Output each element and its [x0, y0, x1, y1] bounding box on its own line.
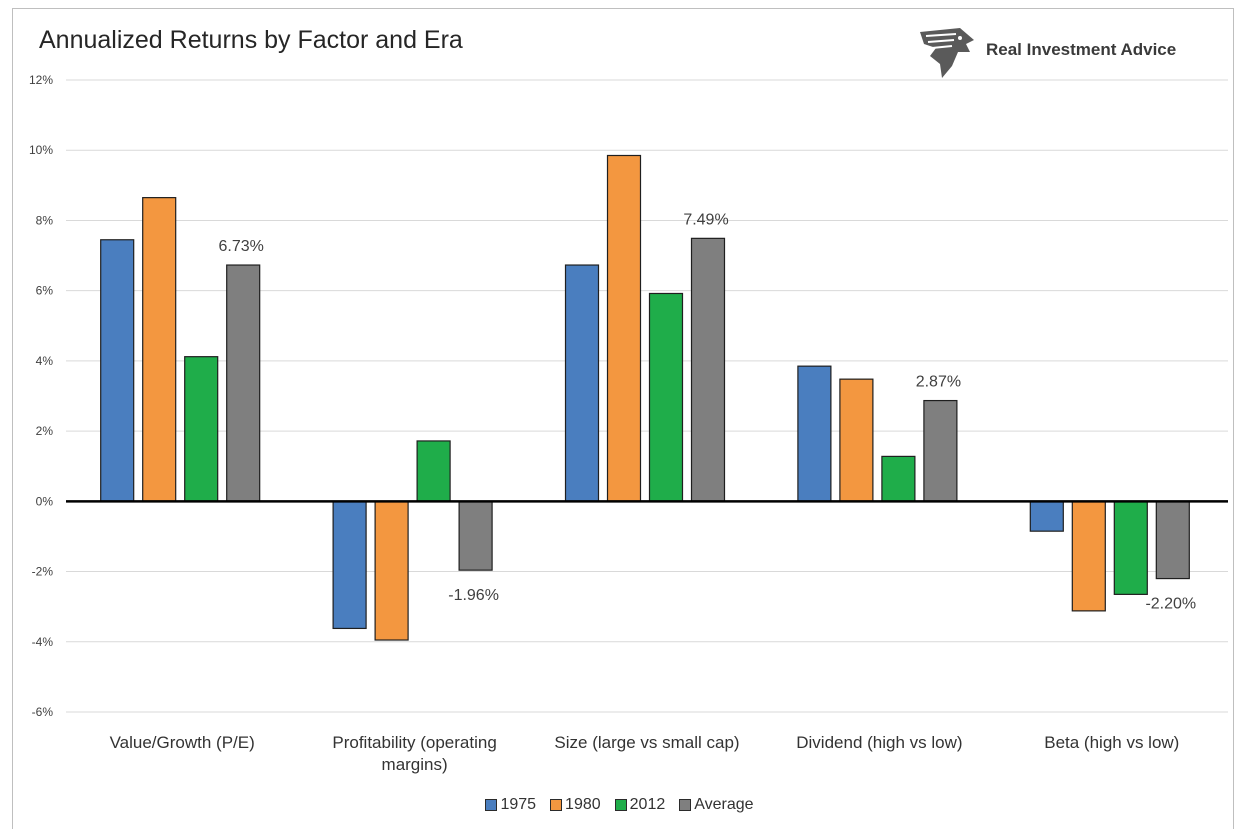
- chart-title: Annualized Returns by Factor and Era: [39, 26, 463, 54]
- legend-label: Average: [694, 796, 754, 813]
- bar-2012-1: [416, 440, 451, 502]
- bar-2012-0: [184, 356, 219, 502]
- legend-swatch: [550, 799, 563, 811]
- bar-2012-3: [881, 455, 916, 502]
- y-tick-label: 12%: [29, 73, 53, 87]
- legend-swatch: [679, 799, 692, 811]
- y-tick-label: 2%: [36, 424, 54, 438]
- chart-frame: [12, 8, 1234, 829]
- data-label: 6.73%: [219, 238, 264, 255]
- bar-1980-1: [374, 500, 409, 641]
- x-tick-label: Dividend (high vs low): [796, 733, 962, 752]
- data-label: -2.20%: [1145, 596, 1196, 613]
- data-label: 7.49%: [683, 211, 728, 228]
- bar-2012-4: [1113, 500, 1148, 595]
- legend-item-average: Average: [679, 796, 754, 814]
- bar-1975-4: [1029, 500, 1064, 532]
- bar-1980-2: [606, 154, 642, 502]
- bar-1975-3: [797, 365, 832, 502]
- legend-label: 1975: [500, 796, 537, 813]
- bar-average-2: [690, 237, 726, 502]
- bar-2012-2: [648, 292, 684, 502]
- bar-1980-0: [142, 197, 177, 502]
- y-tick-label: 6%: [36, 284, 54, 298]
- legend-item-2012: 2012: [614, 796, 666, 814]
- legend-label: 2012: [629, 796, 666, 813]
- x-tick-label: Profitability (operating margins): [332, 733, 496, 774]
- legend-item-1975: 1975: [485, 796, 536, 814]
- chart-legend: 1975 1980 2012 Average: [0, 796, 1239, 814]
- bar-average-1: [458, 500, 493, 571]
- bar-1980-3: [839, 378, 874, 502]
- data-label: 2.87%: [916, 374, 961, 391]
- bar-average-0: [226, 264, 261, 502]
- eagle-head-icon: [920, 28, 974, 78]
- y-tick-label: 4%: [36, 354, 54, 368]
- x-tick-label: Size (large vs small cap): [554, 733, 739, 752]
- bar-1975-1: [332, 500, 367, 630]
- y-tick-label: 8%: [36, 213, 54, 227]
- legend-label: 1980: [565, 796, 601, 813]
- y-tick-label: -6%: [32, 705, 54, 719]
- y-tick-label: 10%: [29, 143, 53, 157]
- bar-1975-0: [100, 239, 135, 502]
- y-tick-label: -2%: [32, 565, 54, 579]
- bar-1980-4: [1071, 500, 1106, 612]
- legend-item-1980: 1980: [550, 796, 601, 814]
- x-tick-label: Value/Growth (P/E): [110, 733, 255, 752]
- legend-swatch: [614, 799, 627, 811]
- brand-logo: Real Investment Advice: [916, 26, 1216, 82]
- bar-1975-2: [564, 264, 600, 502]
- legend-swatch: [485, 799, 498, 811]
- bar-average-4: [1155, 500, 1190, 580]
- bar-average-3: [923, 399, 958, 502]
- brand-name: Real Investment Advice: [986, 40, 1177, 59]
- x-tick-label: Beta (high vs low): [1044, 733, 1179, 752]
- y-tick-label: -4%: [32, 635, 54, 649]
- data-label: -1.96%: [448, 587, 499, 604]
- y-tick-label: 0%: [36, 494, 54, 508]
